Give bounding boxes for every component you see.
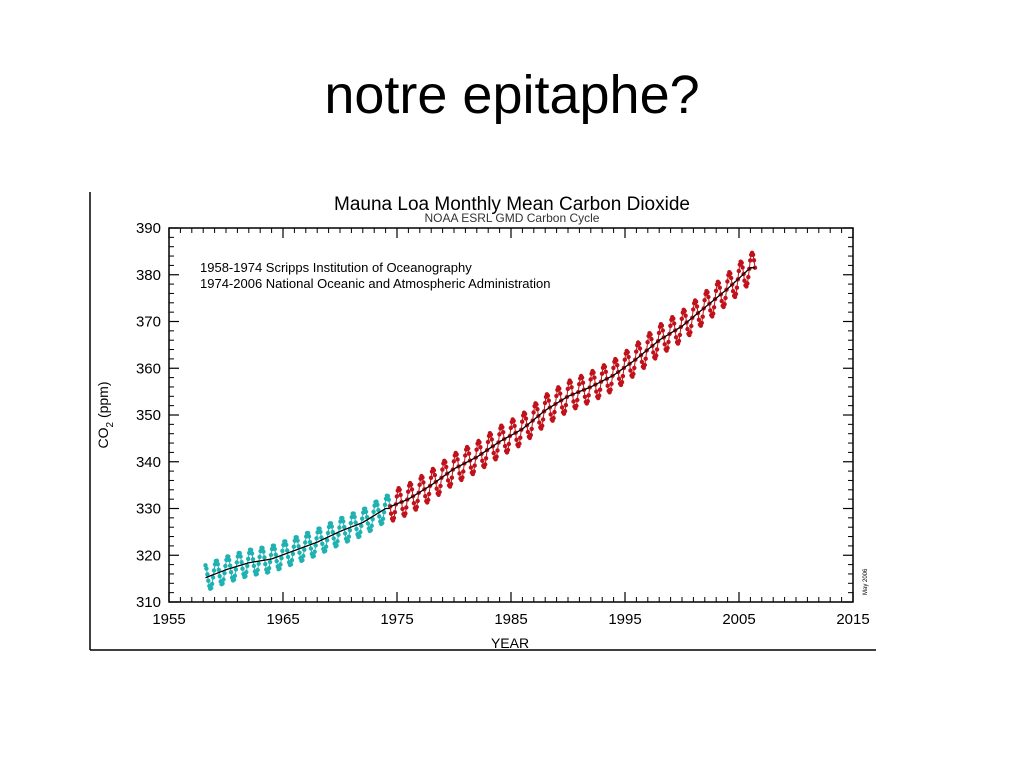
- date-annotation: May 2006: [863, 568, 869, 595]
- y-label-sub: 2: [105, 422, 116, 428]
- y-tick-label: 310: [136, 594, 161, 611]
- y-tick-label: 340: [136, 454, 161, 471]
- legend-line-2: 1974-2006 National Oceanic and Atmospher…: [200, 276, 551, 291]
- x-axis-label: YEAR: [491, 635, 529, 651]
- y-axis-label-text: CO2 (ppm): [95, 381, 116, 448]
- x-tick-label: 1995: [608, 611, 641, 628]
- co2-chart: Mauna Loa Monthly Mean Carbon Dioxide NO…: [89, 192, 876, 651]
- chart-figure: Mauna Loa Monthly Mean Carbon Dioxide NO…: [80, 180, 890, 660]
- legend-line-1: 1958-1974 Scripps Institution of Oceanog…: [200, 260, 472, 275]
- x-tick-label: 1975: [380, 611, 413, 628]
- trend-line: [389, 267, 755, 508]
- y-tick-label: 390: [136, 220, 161, 237]
- x-tick-label: 2015: [836, 611, 869, 628]
- y-tick-label: 350: [136, 407, 161, 424]
- y-tick-label: 360: [136, 360, 161, 377]
- trend-lines: [205, 267, 755, 579]
- date-annotation-text: May 2006: [863, 568, 869, 595]
- slide-title: notre epitaphe?: [324, 65, 700, 125]
- x-tick-label: 2005: [722, 611, 755, 628]
- x-tick-label: 1985: [494, 611, 527, 628]
- chart-title: Mauna Loa Monthly Mean Carbon Dioxide: [334, 194, 690, 215]
- y-axis-label: CO2 (ppm): [95, 381, 116, 448]
- axis-ticks: 310 320 330 340 350 360 370 380 390 1955 1965 1975 1…: [136, 220, 870, 628]
- y-tick-label: 320: [136, 547, 161, 564]
- y-label-co: CO: [95, 427, 111, 448]
- y-tick-label: 370: [136, 314, 161, 331]
- y-label-unit: (ppm): [95, 381, 111, 421]
- y-tick-label: 330: [136, 501, 161, 518]
- data-points: [203, 250, 758, 591]
- chart-subtitle: NOAA ESRL GMD Carbon Cycle: [425, 211, 600, 225]
- x-tick-label: 1955: [152, 611, 185, 628]
- y-tick-label: 380: [136, 267, 161, 284]
- x-tick-label: 1965: [266, 611, 299, 628]
- trend-line: [205, 507, 390, 579]
